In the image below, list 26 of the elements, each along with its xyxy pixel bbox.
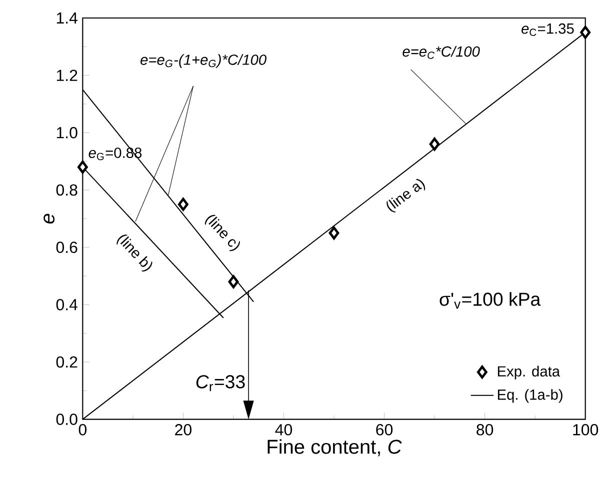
y-tick-label: 0.2 <box>56 356 78 368</box>
x-tick-label: 60 <box>376 424 393 436</box>
x-tick-label: 0 <box>78 424 86 436</box>
annotation: e=e$_{C}$*C/100 <box>402 46 480 59</box>
ref-line-label: C$_{r}$=33 <box>196 375 245 392</box>
x-tick-label: 80 <box>476 424 494 436</box>
y-tick-label: 0.4 <box>56 299 78 310</box>
x-tick-label: 40 <box>275 424 292 436</box>
legend-label: Eq. (1a-b) <box>498 389 562 403</box>
annotation: σ'$_{v}$=100 kPa <box>440 292 541 309</box>
y-tick-label: 0.8 <box>56 184 78 196</box>
x-tick-label: 20 <box>175 424 192 436</box>
y-tick-label: 1.4 <box>56 12 78 24</box>
y-tick-label: 0.0 <box>56 414 78 425</box>
annotation: (line a) <box>386 178 426 213</box>
legend-label: Exp. data <box>498 366 560 380</box>
y-tick-label: 1.0 <box>56 127 78 138</box>
annotation: e=e$_{G}$-(1+e$_{G}$)*C/100 <box>140 54 266 68</box>
y-axis-title: e <box>44 214 55 224</box>
x-axis-title: Fine content, C <box>268 439 402 456</box>
annotation: (line c) <box>204 214 240 252</box>
x-tick-label: 100 <box>573 424 598 436</box>
annotation: e$_{C}$=1.35 <box>522 23 574 36</box>
y-tick-label: 0.6 <box>56 242 78 253</box>
annotation: (line b) <box>116 234 152 272</box>
y-tick-label: 1.2 <box>56 70 78 81</box>
